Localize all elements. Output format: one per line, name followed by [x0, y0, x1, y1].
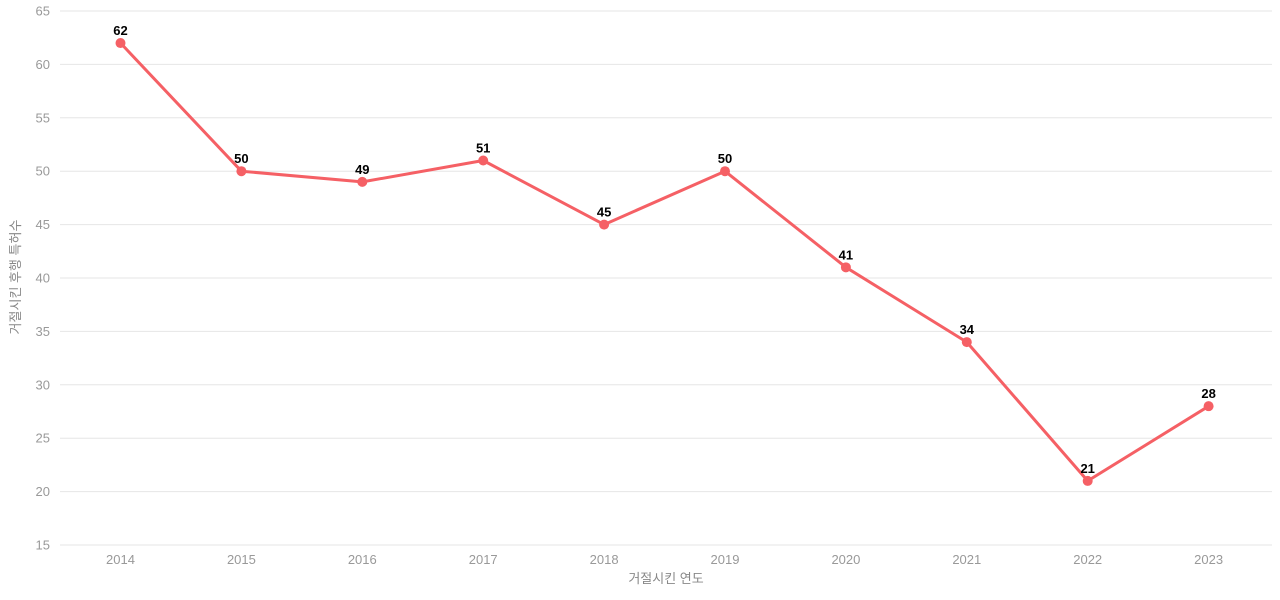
x-tick-label: 2022: [1073, 552, 1102, 567]
data-label: 21: [1080, 461, 1094, 476]
data-point: [1082, 475, 1093, 486]
x-tick-label: 2019: [711, 552, 740, 567]
x-axis-tick-labels: 2014 2015 2016 2017 2018 2019 2020 2021 2022 2023: [106, 552, 1223, 567]
y-tick-label: 55: [36, 110, 50, 125]
y-tick-label: 40: [36, 271, 50, 286]
x-tick-label: 2017: [469, 552, 498, 567]
data-labels: 62 50 49 51 45 50 41 34 21 28: [113, 23, 1216, 476]
y-tick-label: 25: [36, 431, 50, 446]
data-label: 41: [839, 247, 853, 262]
data-label: 45: [597, 205, 611, 220]
data-label: 50: [234, 151, 248, 166]
x-tick-label: 2014: [106, 552, 135, 567]
y-tick-label: 15: [36, 538, 50, 553]
data-label: 49: [355, 162, 369, 177]
x-axis-title: 거절시킨 연도: [628, 571, 703, 586]
data-point-markers: [115, 38, 1214, 486]
data-label: 50: [718, 151, 732, 166]
data-point: [840, 262, 851, 273]
series-path: [119, 41, 1211, 483]
data-point: [357, 176, 368, 187]
data-point: [115, 38, 126, 49]
x-tick-label: 2015: [227, 552, 256, 567]
y-tick-label: 65: [36, 4, 50, 19]
data-label: 28: [1201, 386, 1215, 401]
y-tick-label: 30: [36, 377, 50, 392]
data-point: [599, 219, 610, 230]
y-axis-title: 거절시킨 후행 특허수: [8, 220, 23, 335]
data-label: 62: [113, 23, 127, 38]
x-tick-label: 2021: [952, 552, 981, 567]
gridlines: [60, 10, 1272, 546]
y-axis-tick-labels: 15 20 25 30 35 40 45 50 55 60 65: [36, 4, 50, 553]
data-label: 51: [476, 141, 490, 156]
data-point: [720, 166, 730, 177]
data-label: 34: [960, 322, 975, 337]
data-point: [478, 155, 489, 166]
data-point: [961, 337, 972, 348]
data-point: [236, 166, 247, 177]
series-line: [119, 41, 1211, 483]
x-tick-label: 2016: [348, 552, 377, 567]
y-tick-label: 35: [36, 324, 50, 339]
y-tick-label: 45: [36, 217, 50, 232]
x-tick-label: 2023: [1194, 552, 1223, 567]
x-tick-label: 2018: [590, 552, 619, 567]
y-tick-label: 20: [36, 484, 50, 499]
data-point: [1203, 401, 1214, 412]
y-tick-label: 60: [36, 57, 50, 72]
x-tick-label: 2020: [831, 552, 860, 567]
y-tick-label: 50: [36, 164, 50, 179]
